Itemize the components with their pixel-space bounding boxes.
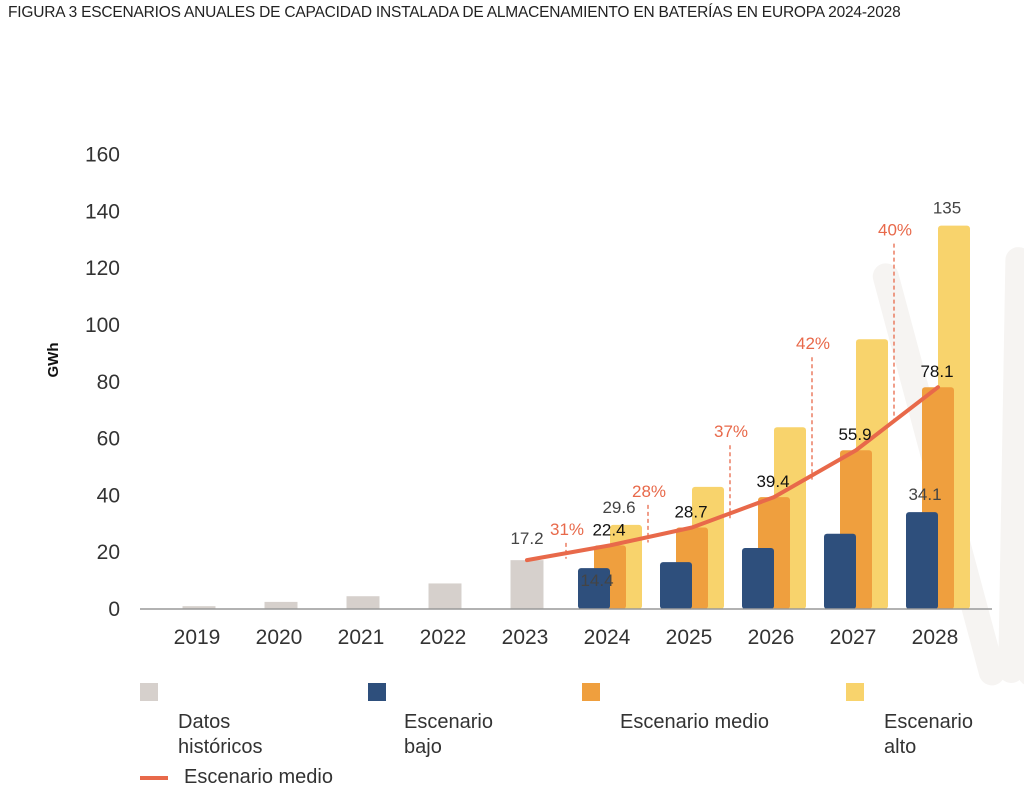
y-tick-label: 60 [97,428,120,451]
x-axis: 2019 2020 2021 2022 2023 2024 2025 2026 2027 2028 [174,626,959,649]
y-tick-label: 80 [97,371,120,394]
y-tick-label: 40 [97,484,120,507]
data-label-mid: 78.1 [920,362,953,381]
data-label-historic: 17.2 [510,529,543,548]
data-label-mid: 39.4 [756,472,789,491]
growth-percent-label: 37% [714,422,748,441]
data-label-low: 14.4 [580,571,613,590]
y-tick-label: 120 [85,257,120,280]
x-tick-label: 2024 [584,626,631,649]
x-tick-label: 2019 [174,626,221,649]
y-axis: 0 20 40 60 80 100 120 140 160 [85,144,120,621]
bar-low [742,547,774,609]
data-label-mid: 28.7 [674,502,707,521]
y-tick-label: 0 [108,598,120,621]
x-tick-label: 2027 [830,626,877,649]
data-label-low: 34.1 [908,485,941,504]
data-label-mid: 22.4 [592,520,625,539]
x-tick-label: 2028 [912,626,959,649]
legend-swatch-historic [140,683,158,701]
x-tick-label: 2020 [256,626,303,649]
bar-low [578,568,610,609]
growth-percent-label: 28% [632,482,666,501]
bar-historic [264,601,298,609]
growth-percent-label: 40% [878,221,912,240]
x-tick-label: 2022 [420,626,467,649]
growth-percent-label: 42% [796,334,830,353]
bar-historic [510,560,544,609]
data-label-mid: 55.9 [838,425,871,444]
legend-swatch-mid [582,683,600,701]
y-tick-label: 20 [97,541,120,564]
legend-label-mid: Escenario medio [620,711,769,733]
y-tick-label: 100 [85,314,120,337]
x-tick-label: 2025 [666,626,713,649]
figure-title-text: ESCENARIOS ANUALES DE CAPACIDAD INSTALAD… [81,4,901,21]
legend-label-historic: Datos históricos [178,711,263,758]
figure-tag: FIGURA 3 [8,4,78,21]
bar-low [660,562,692,609]
y-tick-label: 160 [85,144,120,167]
legend-label-line: Escenario medio [184,766,333,788]
data-label-high: 135 [933,199,961,218]
x-tick-label: 2021 [338,626,385,649]
data-label-high: 29.6 [602,498,635,517]
sunburst-ray [998,247,1024,684]
data-labels: 17.2 14.4 34.1 22.4 28.7 39.4 55.9 78.1 29.6 135 [510,199,961,591]
legend-swatch-low [368,683,386,701]
y-tick-label: 140 [85,200,120,223]
bar-low [906,512,938,609]
bar-historic [428,583,462,609]
growth-percent-label: 31% [550,520,584,539]
bar-historic [346,596,380,609]
x-tick-label: 2026 [748,626,795,649]
bars [182,225,970,609]
bar-historic [182,606,216,609]
y-axis-label: GWh [45,343,62,378]
medio-scenario-line [525,385,940,563]
x-tick-label: 2023 [502,626,549,649]
legend-label-high: Escenario alto [884,711,973,758]
figure-title: FIGURA 3 ESCENARIOS ANUALES DE CAPACIDAD… [8,4,901,22]
bar-low [824,533,856,609]
legend-swatch-line [140,776,168,780]
legend-swatch-high [846,683,864,701]
growth-annotations: 31% 28% 37% 42% 40% [550,221,912,559]
legend-label-low: Escenario bajo [404,711,493,758]
